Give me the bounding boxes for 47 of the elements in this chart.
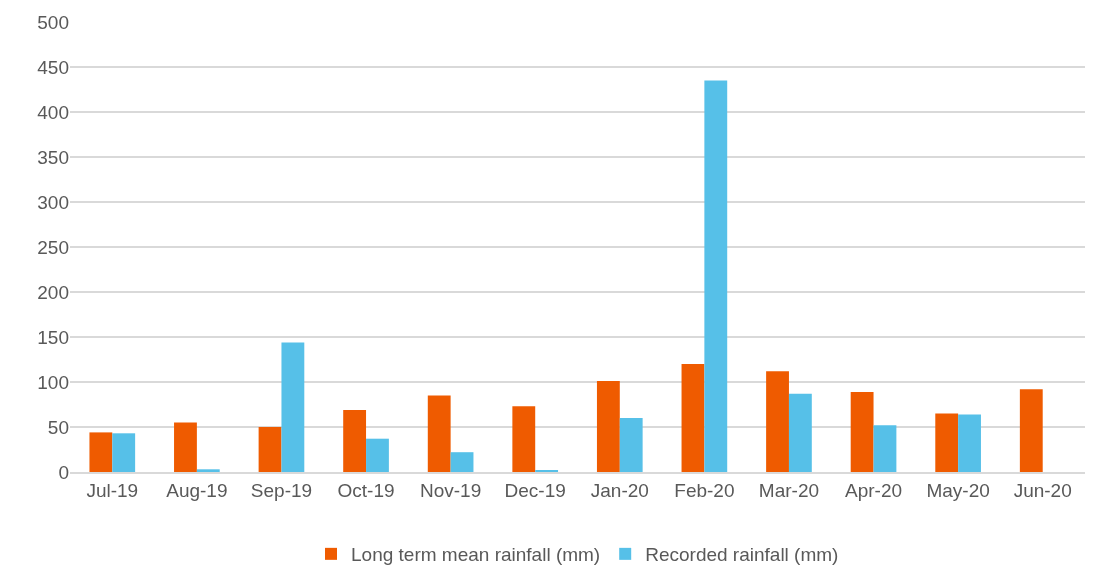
y-tick-label: 50 (47, 416, 69, 438)
x-tick-label: Apr-20 (845, 479, 903, 501)
y-tick-label: 450 (37, 56, 69, 78)
bar (258, 427, 282, 472)
y-tick-label: 150 (37, 326, 69, 348)
legend-label: Recorded rainfall (mm) (645, 544, 839, 566)
y-tick-label: 100 (37, 371, 69, 393)
x-tick-label: Jun-20 (1013, 479, 1072, 501)
bar (174, 422, 197, 472)
y-tick-label: 500 (37, 11, 69, 33)
bar (1019, 389, 1043, 472)
x-tick-label: Aug-19 (166, 479, 228, 501)
y-tick-label: 0 (58, 461, 69, 483)
bar (427, 395, 451, 472)
bar (935, 413, 959, 472)
y-tick-label: 250 (37, 236, 69, 258)
bar (873, 425, 897, 472)
bar (450, 452, 474, 472)
y-tick-label: 200 (37, 281, 69, 303)
x-tick-label: Mar-20 (758, 479, 820, 501)
x-tick-label: Oct-19 (337, 479, 395, 501)
bar (619, 418, 643, 472)
bar (704, 80, 728, 472)
bar (958, 414, 981, 472)
bar (89, 432, 113, 472)
x-tick-label: Jan-20 (590, 479, 649, 501)
y-tick-label: 350 (37, 146, 69, 168)
y-tick-label: 400 (37, 101, 69, 123)
bar (281, 342, 305, 472)
x-tick-label: Nov-19 (420, 479, 482, 501)
bar (343, 409, 367, 472)
bar (112, 433, 136, 472)
bar (196, 469, 220, 472)
bar (596, 381, 620, 472)
legend-label: Long term mean rainfall (mm) (351, 544, 601, 566)
x-tick-label: Sep-19 (250, 479, 313, 501)
x-tick-label: Jul-19 (86, 479, 139, 501)
bar (366, 438, 389, 472)
bar (850, 391, 874, 472)
x-tick-label: Feb-20 (674, 479, 735, 501)
y-tick-label: 300 (37, 191, 69, 213)
bar (512, 406, 536, 472)
x-tick-label: Dec-19 (504, 479, 566, 501)
bar (766, 371, 789, 472)
bar (681, 364, 705, 472)
bar (788, 393, 812, 472)
x-tick-label: May-20 (926, 479, 990, 501)
